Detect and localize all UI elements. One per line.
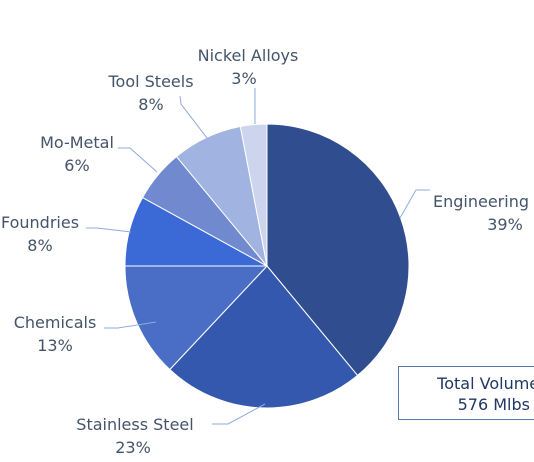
label-tool-steels-name: Tool Steels bbox=[107, 72, 193, 91]
leader-line-tool-steels bbox=[179, 95, 208, 139]
total-volume-value: 576 Mlbs bbox=[457, 395, 530, 414]
label-nickel-alloys-name: Nickel Alloys bbox=[198, 46, 299, 65]
pie-slice-nickel-alloys bbox=[239, 123, 268, 267]
label-foundries-name: Foundries bbox=[1, 213, 79, 232]
leader-line-engineering bbox=[399, 189, 430, 219]
label-chemicals-name: Chemicals bbox=[14, 313, 97, 332]
label-chemicals-pct: 13% bbox=[37, 336, 73, 355]
leader-line-foundries bbox=[86, 227, 132, 233]
label-mo-metal-pct: 6% bbox=[64, 156, 89, 175]
leader-line-mo-metal bbox=[118, 147, 158, 173]
total-volume-label: Total Volume Y bbox=[437, 374, 534, 393]
leader-line-chemicals bbox=[104, 321, 157, 329]
pie-slice-chemicals bbox=[124, 265, 269, 371]
label-engineering-pct: 39% bbox=[487, 215, 523, 234]
label-stainless-steel-name: Stainless Steel bbox=[76, 415, 193, 434]
pie-slice-stainless-steel bbox=[169, 265, 359, 409]
pie-slices bbox=[124, 123, 410, 409]
label-foundries-pct: 8% bbox=[27, 236, 52, 255]
label-mo-metal-name: Mo-Metal bbox=[40, 133, 114, 152]
total-volume-box: Total Volume Y 576 Mlbs bbox=[398, 366, 534, 420]
label-nickel-alloys-pct: 3% bbox=[231, 69, 256, 88]
label-tool-steels-pct: 8% bbox=[138, 95, 163, 114]
label-stainless-steel-pct: 23% bbox=[115, 438, 151, 457]
leader-line-stainless-steel bbox=[212, 403, 266, 425]
label-engineering-name: Engineering bbox=[433, 192, 529, 211]
